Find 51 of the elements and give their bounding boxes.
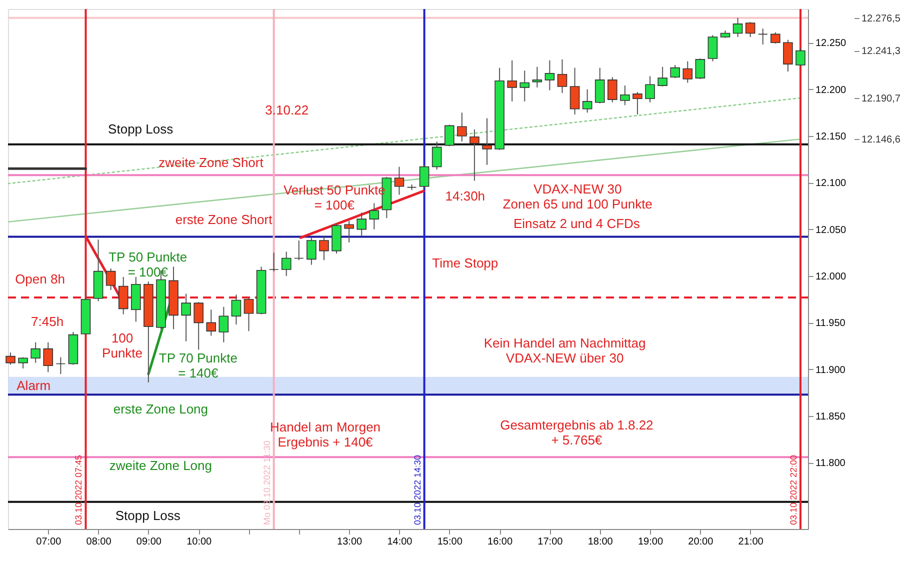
x-tick-label: 17:00 bbox=[538, 536, 564, 548]
ref-line-label: Mo 03.10.2022 11:30 bbox=[262, 440, 272, 525]
annotation: Gesamtergebnis ab 1.8.22 + 5.765€ bbox=[500, 417, 654, 448]
annotation: erste Zone Long bbox=[113, 402, 208, 417]
annotation: Kein Handel am Nachmittag VDAX-NEW über 30 bbox=[484, 335, 646, 366]
ref-line-label: 03.10.2022 07:45 bbox=[74, 454, 84, 525]
y-tick-label: 11.900 bbox=[816, 364, 846, 376]
x-tick-label: 21:00 bbox=[738, 536, 764, 548]
ref-line-label: 03.10.2022 22:00 bbox=[788, 454, 798, 525]
x-tick-label: 08:00 bbox=[86, 536, 112, 548]
x-tick-label: 16:00 bbox=[488, 536, 513, 548]
ref-line-label: 03.10.2022 14:30 bbox=[412, 454, 422, 525]
y-tick-label: 11.850 bbox=[816, 412, 846, 423]
y2-tick-label: 12.241,3 bbox=[862, 46, 901, 58]
y-tick-label: 12.050 bbox=[816, 224, 847, 236]
annotation: zweite Zone Short bbox=[158, 154, 264, 170]
x-tick-label: 15:00 bbox=[437, 536, 463, 548]
annotation: Alarm bbox=[16, 378, 51, 393]
x-tick-label: 10:00 bbox=[186, 536, 212, 548]
annotation: zweite Zone Long bbox=[109, 458, 212, 473]
y2-tick-label: 12.146,6 bbox=[862, 134, 901, 146]
y-tick-label: 11.950 bbox=[816, 318, 846, 330]
annotation: 14:30h bbox=[445, 188, 486, 204]
annotation: erste Zone Short bbox=[175, 212, 273, 228]
annotation: 7:45h bbox=[31, 314, 64, 329]
annotation: 3.10.22 bbox=[265, 102, 309, 118]
annotation: VDAX-NEW 30 Zonen 65 und 100 Punkte bbox=[502, 182, 652, 212]
y2-tick-label: 12.276,5 bbox=[862, 13, 901, 24]
y-tick-label: 12.250 bbox=[816, 38, 847, 50]
x-tick-label: 18:00 bbox=[588, 536, 614, 548]
x-tick-label: 19:00 bbox=[638, 536, 664, 548]
annotation: Einsatz 2 und 4 CFDs bbox=[513, 216, 640, 232]
y-tick-label: 12.100 bbox=[816, 178, 847, 190]
annotation: Open 8h bbox=[15, 271, 65, 286]
x-tick-label: 07:00 bbox=[36, 536, 62, 548]
y2-tick-label: 12.190,7 bbox=[862, 93, 901, 104]
annotation: Time Stopp bbox=[432, 256, 498, 271]
annotation: Stopp Loss bbox=[115, 508, 181, 524]
x-tick-label: 14:00 bbox=[387, 536, 413, 548]
annotation: TP 50 Punkte = 100€ bbox=[108, 250, 188, 280]
x-tick-label: 09:00 bbox=[136, 536, 162, 548]
annotation: Handel am Morgen Ergebnis + 140€ bbox=[270, 419, 381, 450]
y-tick-label: 11.800 bbox=[816, 458, 846, 470]
y-tick-label: 12.000 bbox=[816, 272, 847, 282]
annotation: 100 Punkte bbox=[102, 330, 143, 361]
x-tick-label: 13:00 bbox=[337, 536, 363, 548]
annotation: TP 70 Punkte = 140€ bbox=[158, 350, 238, 380]
y-tick-label: 12.150 bbox=[816, 131, 847, 142]
annotation: Stopp Loss bbox=[108, 121, 174, 136]
y-tick-label: 12.200 bbox=[816, 84, 847, 96]
x-tick-label: 20:00 bbox=[688, 536, 714, 548]
